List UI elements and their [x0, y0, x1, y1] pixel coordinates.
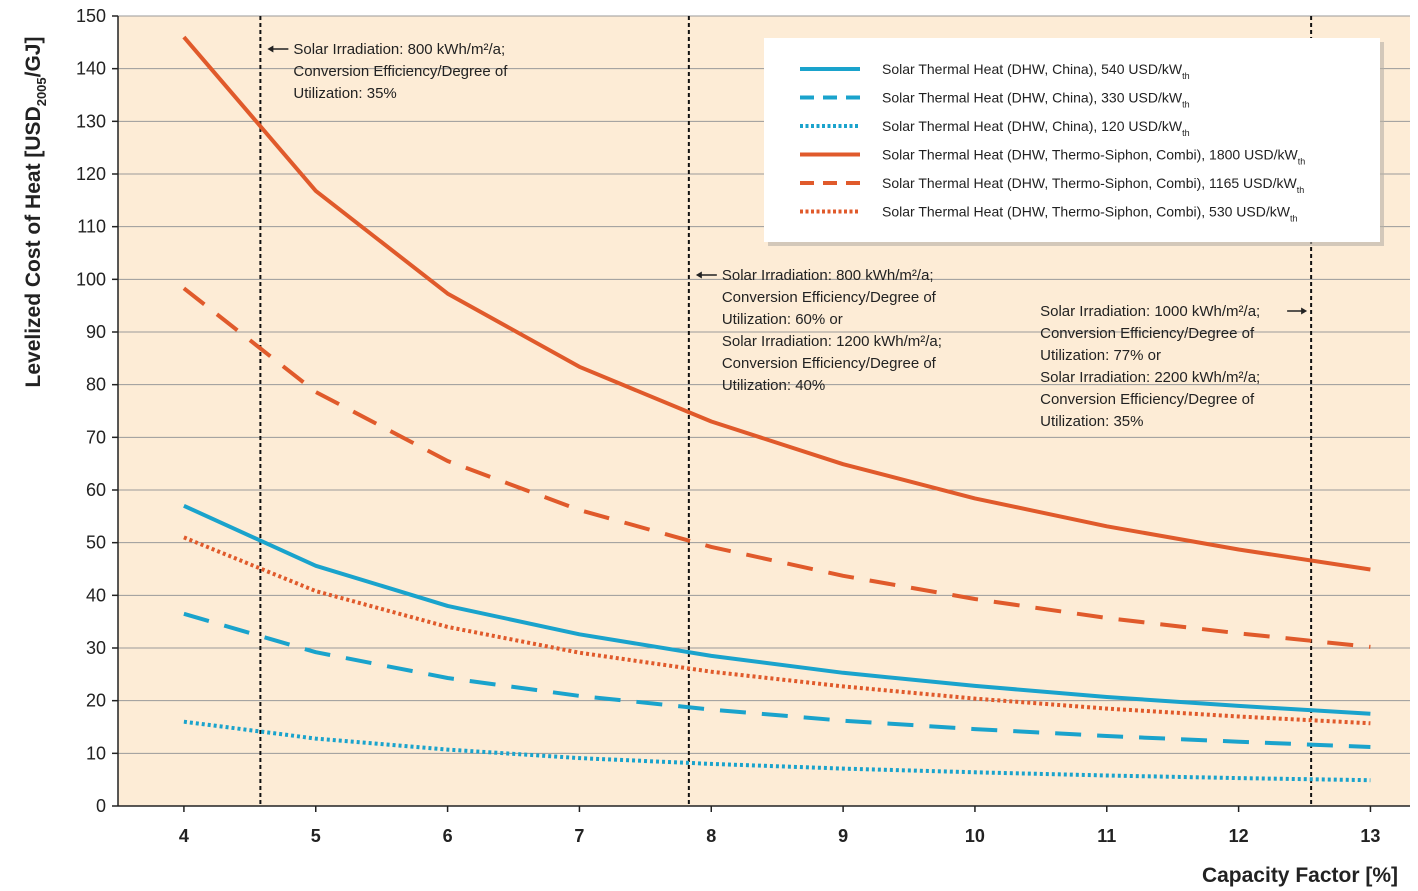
legend-label: Solar Thermal Heat (DHW, China), 330 USD…: [882, 90, 1190, 110]
legend-label-subscript: th: [1182, 128, 1190, 138]
series-line: [183, 611, 1371, 749]
y-axis-title: Levelized Cost of Heat [USD2005/GJ]: [22, 37, 49, 388]
legend-label-subscript: th: [1298, 157, 1306, 167]
annotation-text: Utilization: 35%: [293, 85, 396, 102]
reference-annotation: Solar Irradiation: 800 kWh/m²/a; Conversi…: [267, 41, 508, 102]
x-tick-label: 5: [311, 826, 321, 846]
reference-annotation: Solar Irradiation: 800 kWh/m²/a; Conversi…: [695, 267, 942, 394]
legend-label: Solar Thermal Heat (DHW, China), 540 USD…: [882, 61, 1190, 81]
legend: Solar Thermal Heat (DHW, China), 540 USD…: [764, 38, 1384, 246]
series-lines: [182, 35, 1371, 783]
annotation-text: Conversion Efficiency/Degree of: [722, 289, 937, 306]
annotation-text: Utilization: 35%: [1040, 413, 1143, 430]
x-tick-label: 8: [706, 826, 716, 846]
x-tick-labels: 4 5 6 7 8 9 10 11 12 13: [179, 806, 1380, 846]
legend-item: Solar Thermal Heat (DHW, Thermo-Siphon, …: [800, 204, 1297, 224]
legend-label: Solar Thermal Heat (DHW, Thermo-Siphon, …: [882, 175, 1304, 195]
annotation-text: Conversion Efficiency/Degree of: [1040, 325, 1255, 342]
legend-item: Solar Thermal Heat (DHW, Thermo-Siphon, …: [800, 147, 1305, 167]
legend-label-main: Solar Thermal Heat (DHW, Thermo-Siphon, …: [882, 175, 1297, 191]
annotation-text: Conversion Efficiency/Degree of: [722, 355, 937, 372]
x-tick-label: 13: [1360, 826, 1380, 846]
series-line: [183, 719, 1371, 783]
x-tick-label: 10: [965, 826, 985, 846]
annotations: Solar Irradiation: 800 kWh/m²/a; Conversi…: [267, 41, 1308, 430]
y-tick-label: 50: [86, 533, 106, 553]
y-tick-label: 0: [96, 796, 106, 816]
x-tick-label: 12: [1229, 826, 1249, 846]
legend-label-main: Solar Thermal Heat (DHW, China), 120 USD…: [882, 118, 1183, 134]
y-axis-title-subscript: 2005: [34, 77, 49, 106]
legend-label: Solar Thermal Heat (DHW, China), 120 USD…: [882, 118, 1190, 138]
legend-label-subscript: th: [1182, 71, 1190, 81]
annotation-text: Solar Irradiation: 2200 kWh/m²/a;: [1040, 369, 1260, 386]
annotation-text: Conversion Efficiency/Degree of: [293, 63, 508, 80]
y-tick-label: 30: [86, 638, 106, 658]
legend-label-subscript: th: [1297, 185, 1305, 195]
annotation-arrowhead: [1301, 307, 1308, 315]
legend-item: Solar Thermal Heat (DHW, China), 330 USD…: [800, 90, 1190, 110]
axes: [117, 16, 1410, 807]
y-tick-label: 110: [77, 217, 106, 237]
legend-label-subscript: th: [1182, 100, 1190, 110]
legend-label: Solar Thermal Heat (DHW, Thermo-Siphon, …: [882, 147, 1305, 167]
x-tick-label: 11: [1097, 826, 1116, 846]
legend-label-subscript: th: [1290, 214, 1298, 224]
legend-label-main: Solar Thermal Heat (DHW, Thermo-Siphon, …: [882, 204, 1291, 220]
x-tick-label: 9: [838, 826, 848, 846]
series-line: [182, 35, 1371, 572]
y-tick-label: 20: [86, 691, 106, 711]
legend-box: [764, 38, 1380, 242]
annotation-arrowhead: [695, 271, 702, 279]
y-axis-title-unit: /GJ]: [22, 37, 45, 78]
y-tick-labels: 0 10 20 30 40 50 60 70 80 90 100 110 120 130 140 150: [76, 6, 118, 816]
y-tick-label: 80: [86, 375, 106, 395]
x-tick-label: 6: [443, 826, 453, 846]
y-tick-label: 130: [76, 111, 106, 131]
legend-item: Solar Thermal Heat (DHW, China), 120 USD…: [800, 118, 1190, 138]
x-tick-label: 7: [574, 826, 584, 846]
legend-label-main: Solar Thermal Heat (DHW, Thermo-Siphon, …: [882, 147, 1299, 163]
annotation-text: Utilization: 77% or: [1040, 347, 1161, 364]
legend-label-main: Solar Thermal Heat (DHW, China), 330 USD…: [882, 90, 1183, 106]
legend-item: Solar Thermal Heat (DHW, China), 540 USD…: [800, 61, 1190, 81]
series-line: [182, 286, 1371, 649]
y-tick-label: 10: [86, 743, 106, 763]
y-tick-label: 60: [86, 480, 106, 500]
x-tick-label: 4: [179, 826, 189, 846]
y-tick-label: 140: [76, 59, 106, 79]
legend-item: Solar Thermal Heat (DHW, Thermo-Siphon, …: [800, 175, 1304, 195]
x-axis-title: Capacity Factor [%]: [1202, 864, 1398, 887]
y-tick-label: 150: [76, 6, 106, 26]
y-tick-label: 40: [86, 585, 106, 605]
y-tick-label: 100: [76, 269, 106, 289]
annotation-text: Solar Irradiation: 800 kWh/m²/a;: [722, 267, 934, 284]
annotation-arrowhead: [267, 45, 274, 53]
y-axis-title-main: Levelized Cost of Heat [USD: [22, 106, 45, 387]
annotation-text: Utilization: 60% or: [722, 311, 843, 328]
annotation-text: Solar Irradiation: 800 kWh/m²/a;: [293, 41, 505, 58]
series-line: [183, 503, 1371, 716]
annotation-text: Conversion Efficiency/Degree of: [1040, 391, 1255, 408]
annotation-text: Utilization: 40%: [722, 377, 825, 394]
legend-label: Solar Thermal Heat (DHW, Thermo-Siphon, …: [882, 204, 1297, 224]
series-line: [183, 535, 1371, 726]
legend-label-main: Solar Thermal Heat (DHW, China), 540 USD…: [882, 61, 1183, 77]
y-tick-label: 70: [86, 427, 106, 447]
y-tick-label: 90: [86, 322, 106, 342]
annotation-text: Solar Irradiation: 1000 kWh/m²/a;: [1040, 303, 1260, 320]
legend-items: Solar Thermal Heat (DHW, China), 540 USD…: [800, 61, 1305, 224]
reference-annotation: Solar Irradiation: 1000 kWh/m²/a; Convers…: [1040, 303, 1308, 430]
annotation-text: Solar Irradiation: 1200 kWh/m²/a;: [722, 333, 942, 350]
y-tick-label: 120: [76, 164, 106, 184]
